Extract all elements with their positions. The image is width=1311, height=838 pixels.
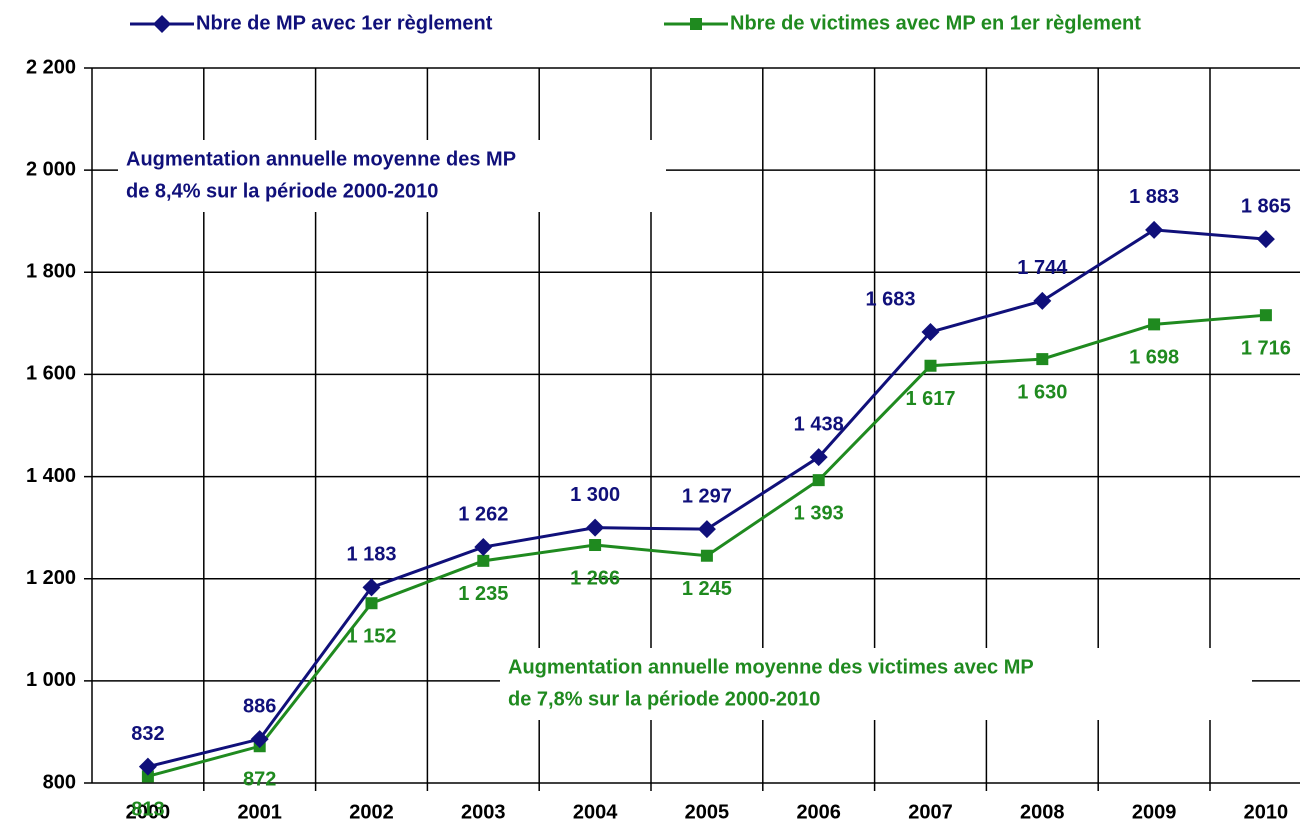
- annotation: Augmentation annuelle moyenne des MP: [126, 148, 516, 170]
- marker: [812, 474, 825, 487]
- y-tick-label: 1 800: [26, 261, 76, 283]
- y-tick-label: 1 400: [26, 465, 76, 487]
- x-tick-label: 2009: [1132, 801, 1177, 823]
- x-tick-label: 2007: [908, 801, 953, 823]
- data-label: 1 152: [346, 626, 396, 648]
- data-label: 1 617: [905, 388, 955, 410]
- marker: [586, 518, 605, 537]
- y-tick-label: 1 200: [26, 567, 76, 589]
- annotation-box: [500, 648, 1252, 720]
- data-label: 1 183: [346, 544, 396, 566]
- y-tick-label: 2 000: [26, 158, 76, 180]
- annotation-box: [118, 140, 666, 212]
- marker: [1256, 230, 1275, 249]
- data-label: 1 716: [1241, 337, 1291, 359]
- annotation: de 8,4% sur la période 2000-2010: [126, 180, 438, 202]
- data-label: 1 744: [1017, 257, 1068, 279]
- marker: [589, 539, 602, 552]
- data-label: 1 300: [570, 484, 620, 506]
- data-label: 872: [243, 769, 276, 791]
- marker: [1036, 353, 1049, 366]
- marker: [697, 520, 716, 539]
- marker: [477, 554, 490, 567]
- marker: [153, 15, 171, 33]
- marker: [924, 359, 937, 372]
- data-label: 1 245: [682, 578, 732, 600]
- x-tick-label: 2000: [126, 801, 171, 823]
- marker: [365, 597, 378, 610]
- y-tick-label: 2 200: [26, 56, 76, 78]
- x-tick-label: 2002: [349, 801, 394, 823]
- marker: [809, 448, 828, 467]
- annotation: de 7,8% sur la période 2000-2010: [508, 688, 820, 710]
- data-label: 1 438: [794, 413, 844, 435]
- marker: [1033, 291, 1052, 310]
- x-tick-label: 2006: [796, 801, 841, 823]
- annotation: Augmentation annuelle moyenne des victim…: [508, 656, 1034, 678]
- data-label: 832: [131, 723, 164, 745]
- legend-label: Nbre de victimes avec MP en 1er règlemen…: [730, 12, 1141, 34]
- marker: [690, 18, 702, 30]
- legend-label: Nbre de MP avec 1er règlement: [196, 12, 493, 34]
- x-tick-label: 2003: [461, 801, 506, 823]
- data-label: 1 266: [570, 567, 620, 589]
- data-label: 1 630: [1017, 381, 1067, 403]
- data-label: 1 698: [1129, 347, 1179, 369]
- marker: [1259, 309, 1272, 322]
- data-label: 1 865: [1241, 195, 1291, 217]
- marker: [474, 538, 493, 557]
- data-label: 813: [131, 799, 164, 821]
- data-label: 1 297: [682, 485, 732, 507]
- marker: [921, 323, 940, 342]
- data-label: 1 883: [1129, 186, 1179, 208]
- data-label: 1 683: [865, 288, 915, 310]
- x-tick-label: 2004: [573, 801, 618, 823]
- x-tick-label: 2001: [237, 801, 282, 823]
- data-label: 1 393: [794, 502, 844, 524]
- y-tick-label: 1 000: [26, 669, 76, 691]
- x-tick-label: 2005: [685, 801, 730, 823]
- marker: [1145, 220, 1164, 239]
- marker: [700, 549, 713, 562]
- x-tick-label: 2008: [1020, 801, 1065, 823]
- marker: [362, 578, 381, 597]
- data-label: 1 262: [458, 503, 508, 525]
- marker: [141, 770, 154, 783]
- data-label: 886: [243, 695, 276, 717]
- marker: [138, 757, 157, 776]
- marker: [250, 730, 269, 749]
- data-label: 1 235: [458, 583, 508, 605]
- x-tick-label: 2010: [1244, 801, 1289, 823]
- y-tick-label: 800: [43, 771, 76, 793]
- y-tick-label: 1 600: [26, 363, 76, 385]
- marker: [1148, 318, 1161, 331]
